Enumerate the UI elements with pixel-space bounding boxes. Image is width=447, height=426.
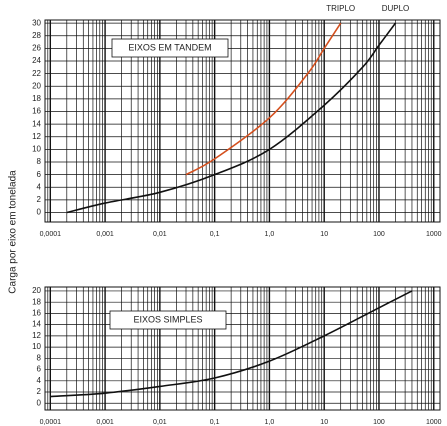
y-tick-label: 18 [32,94,41,103]
y-tick-label: 16 [32,107,41,116]
y-tick-label: 4 [37,376,42,385]
x-tick-label: 0,01 [153,419,167,426]
series-label: TRIPLO [326,4,355,13]
plot-frame [44,286,441,411]
y-tick-label: 20 [32,286,41,295]
y-tick-label: 30 [32,18,41,27]
x-tick-label: 1,0 [265,231,275,238]
y-tick-label: 10 [32,342,41,351]
y-tick-label: 6 [37,365,42,374]
x-tick-label: 100 [373,231,385,238]
y-tick-label: 28 [32,31,41,40]
x-tick-label: 1000 [426,231,442,238]
x-tick-label: 0,1 [210,419,220,426]
x-tick-label: 0,001 [96,419,114,426]
y-tick-label: 14 [32,119,41,128]
x-tick-label: 100 [373,419,385,426]
y-tick-label: 26 [32,44,41,53]
y-tick-label: 22 [32,69,41,78]
y-tick-label: 6 [37,170,42,179]
y-tick-label: 20 [32,81,41,90]
y-tick-label: 0 [37,398,42,407]
x-tick-label: 0,1 [210,231,220,238]
y-tick-label: 8 [37,157,42,166]
y-tick-label: 12 [32,331,41,340]
x-tick-label: 1,0 [265,419,275,426]
y-tick-label: 8 [37,353,42,362]
annotation-box [109,310,227,330]
curve [50,290,413,398]
y-tick-label: 2 [37,387,42,396]
annotation: EIXOS SIMPLES [133,314,202,324]
y-tick-label: 0 [37,208,42,217]
plot-frame [44,19,441,223]
x-tick-label: 10 [320,231,328,238]
y-tick-label: 10 [32,145,41,154]
y-tick-label: 2 [37,195,42,204]
x-tick-label: 0,001 [96,231,114,238]
y-tick-label: 24 [32,56,41,65]
x-tick-label: 1000 [426,419,442,426]
y-tick-label: 12 [32,132,41,141]
y-tick-label: 18 [32,297,41,306]
curve [185,22,342,176]
annotation: EIXOS EM TANDEM [128,42,211,52]
y-axis-label: Carga por eixo em tonelada [8,170,19,294]
y-tick-label: 4 [37,182,42,191]
x-tick-label: 0,0001 [40,419,62,426]
annotation-box [111,38,229,58]
x-tick-label: 0,01 [153,231,167,238]
series-label: DUPLO [382,4,410,13]
y-tick-label: 14 [32,320,41,329]
curve [66,22,397,214]
y-tick-label: 16 [32,309,41,318]
x-tick-label: 0,0001 [40,231,62,238]
x-tick-label: 10 [320,419,328,426]
